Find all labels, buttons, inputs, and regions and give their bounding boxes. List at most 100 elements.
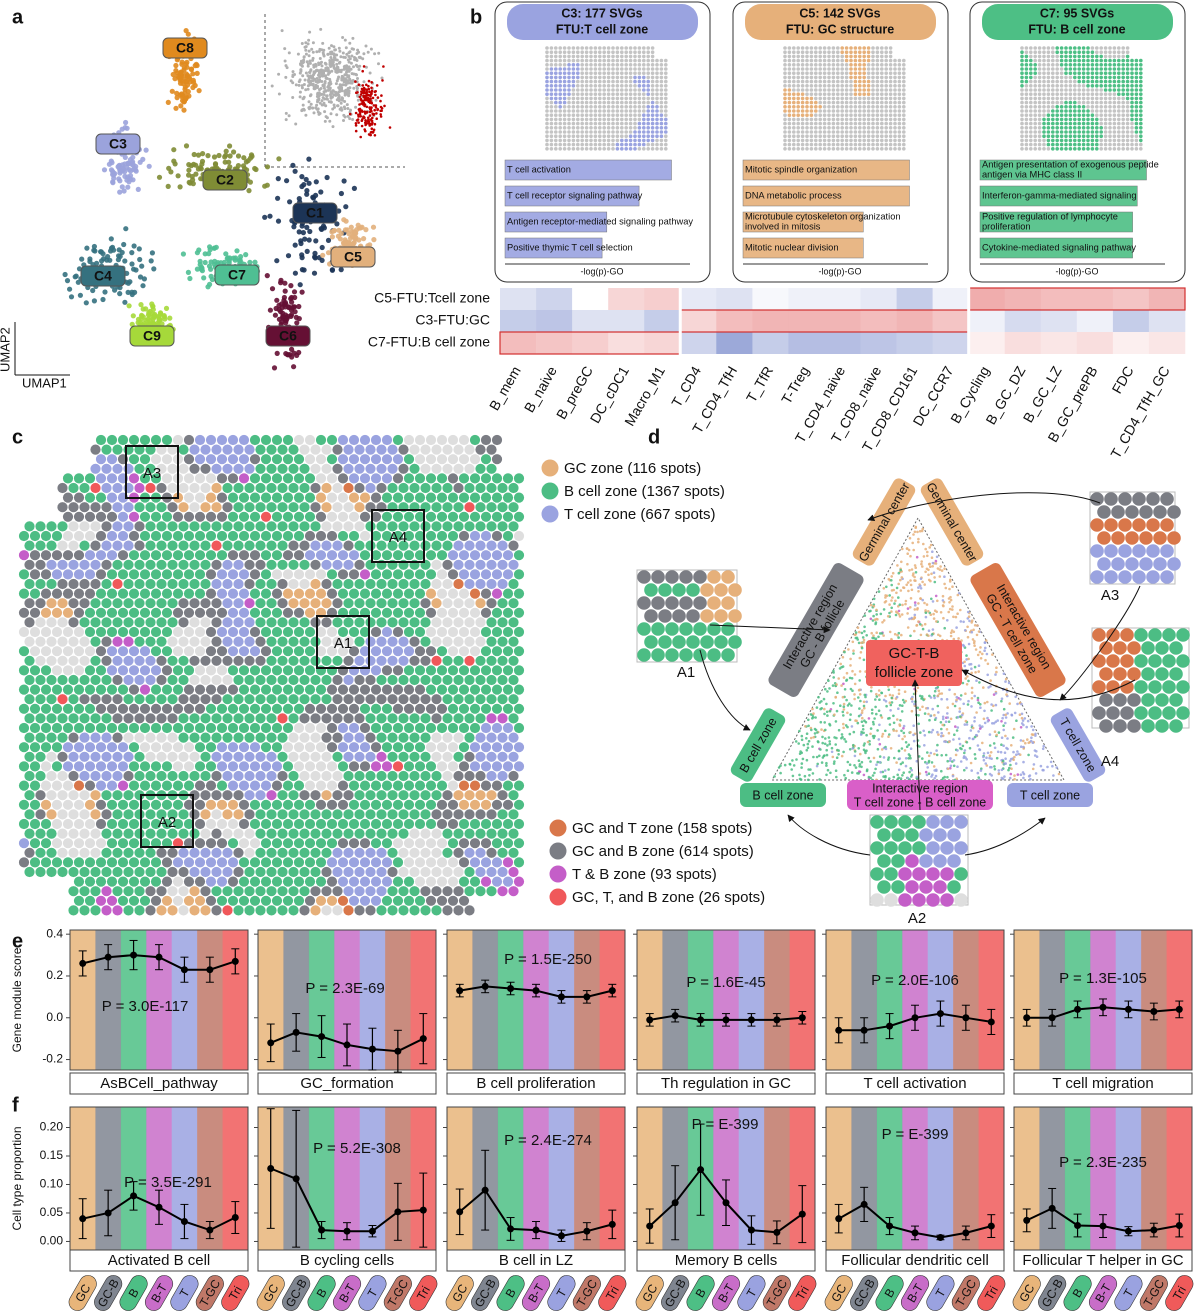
umap-dot — [84, 245, 90, 251]
spot — [222, 521, 233, 532]
umap-dot — [274, 297, 280, 303]
spot — [593, 79, 598, 84]
umap-dot — [200, 151, 206, 157]
spot — [1064, 50, 1068, 54]
umap-dot — [168, 169, 174, 175]
spot — [337, 665, 349, 676]
inset-dot — [368, 71, 372, 75]
spot — [1108, 88, 1112, 92]
heatmap-cell — [572, 288, 609, 310]
spot — [893, 138, 897, 143]
umap-dot — [275, 176, 281, 182]
spot — [593, 121, 598, 126]
spot — [858, 46, 862, 50]
spot — [1125, 109, 1130, 113]
spot — [571, 75, 576, 80]
spot — [818, 117, 822, 122]
spot — [606, 100, 611, 105]
spot — [491, 550, 503, 561]
inset-dot — [347, 91, 351, 95]
spot — [310, 444, 321, 455]
spot — [902, 88, 906, 92]
inset-dot — [351, 80, 355, 83]
inset-highlight-dot — [355, 91, 358, 95]
spot — [1090, 63, 1095, 67]
spot — [260, 569, 272, 580]
spot — [1037, 67, 1042, 71]
spot — [554, 58, 558, 63]
spot — [624, 79, 628, 84]
spot — [853, 92, 858, 96]
spot — [139, 646, 151, 657]
spot — [238, 607, 250, 618]
spot — [238, 530, 250, 542]
spot — [840, 79, 844, 84]
umap-dot — [227, 143, 233, 149]
spot — [1134, 79, 1139, 84]
spot — [849, 105, 853, 109]
spot — [884, 130, 888, 134]
spot — [567, 130, 571, 134]
spot — [370, 492, 382, 503]
spot — [304, 569, 316, 580]
umap-dot — [274, 258, 280, 264]
spot — [853, 113, 858, 117]
spot — [1046, 126, 1051, 130]
spot — [1073, 113, 1077, 117]
spot — [238, 684, 250, 695]
spot — [95, 454, 107, 465]
spot — [844, 92, 849, 96]
inset-dot — [283, 47, 287, 51]
umap-dot — [246, 188, 252, 194]
spot — [792, 67, 796, 71]
umap-dot — [252, 259, 258, 265]
spot — [576, 88, 580, 92]
spot — [783, 130, 787, 134]
umap-dot — [79, 256, 85, 262]
spot — [545, 142, 549, 147]
spot — [562, 50, 567, 54]
spot — [584, 109, 589, 113]
spot — [818, 138, 822, 143]
heatmap-cell — [860, 332, 897, 354]
spot — [1103, 100, 1108, 105]
spot — [831, 75, 836, 80]
spot — [491, 511, 503, 522]
spot — [620, 100, 624, 105]
spot — [167, 463, 178, 474]
spot — [602, 117, 606, 122]
spot — [792, 126, 796, 130]
spot — [491, 492, 503, 503]
spot — [123, 463, 134, 474]
spot — [580, 46, 584, 50]
spot — [796, 117, 800, 122]
spot — [888, 138, 893, 143]
umap-dot — [183, 143, 190, 149]
spot — [1064, 54, 1068, 59]
spot — [1059, 138, 1064, 143]
spot — [1077, 54, 1081, 59]
spot — [1073, 109, 1077, 113]
spot — [554, 142, 558, 147]
spot — [809, 138, 814, 143]
spot — [249, 588, 261, 599]
spot — [1059, 130, 1064, 134]
spot — [1064, 138, 1068, 143]
inset-dot — [307, 79, 310, 83]
spot — [211, 636, 222, 647]
spot — [888, 67, 893, 71]
spot — [249, 550, 261, 561]
spot — [637, 67, 642, 71]
inset-dot — [331, 107, 335, 111]
umap-dot — [194, 266, 200, 272]
umap-dot — [343, 204, 349, 210]
spot — [403, 569, 415, 580]
spot — [558, 63, 562, 67]
spot — [606, 71, 611, 75]
spot — [650, 54, 655, 59]
spot — [68, 674, 79, 686]
spot — [101, 444, 112, 455]
spot — [562, 126, 567, 130]
spot — [822, 84, 827, 88]
spot — [486, 444, 497, 455]
